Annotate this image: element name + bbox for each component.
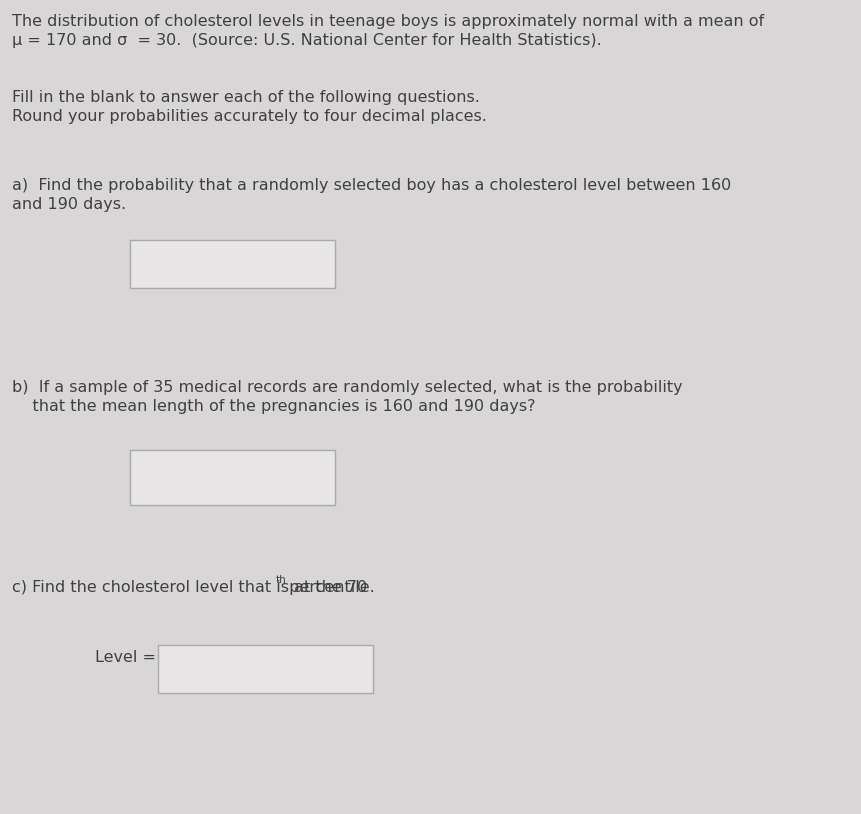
Text: that the mean length of the pregnancies is 160 and 190 days?: that the mean length of the pregnancies … bbox=[12, 399, 535, 414]
Text: b)  If a sample of 35 medical records are randomly selected, what is the probabi: b) If a sample of 35 medical records are… bbox=[12, 380, 682, 395]
FancyBboxPatch shape bbox=[130, 240, 335, 288]
Text: c) Find the cholesterol level that is at the 70: c) Find the cholesterol level that is at… bbox=[12, 580, 367, 595]
FancyBboxPatch shape bbox=[130, 450, 335, 505]
Text: th: th bbox=[275, 575, 286, 585]
Text: Fill in the blank to answer each of the following questions.: Fill in the blank to answer each of the … bbox=[12, 90, 480, 105]
Text: μ = 170 and σ  = 30.  (Source: U.S. National Center for Health Statistics).: μ = 170 and σ = 30. (Source: U.S. Nation… bbox=[12, 33, 601, 48]
FancyBboxPatch shape bbox=[158, 645, 373, 693]
Text: Level =: Level = bbox=[95, 650, 156, 665]
Text: Round your probabilities accurately to four decimal places.: Round your probabilities accurately to f… bbox=[12, 109, 486, 124]
Text: and 190 days.: and 190 days. bbox=[12, 197, 126, 212]
Text: The distribution of cholesterol levels in teenage boys is approximately normal w: The distribution of cholesterol levels i… bbox=[12, 14, 763, 29]
Text: percentile.: percentile. bbox=[284, 580, 375, 595]
Text: a)  Find the probability that a randomly selected boy has a cholesterol level be: a) Find the probability that a randomly … bbox=[12, 178, 730, 193]
